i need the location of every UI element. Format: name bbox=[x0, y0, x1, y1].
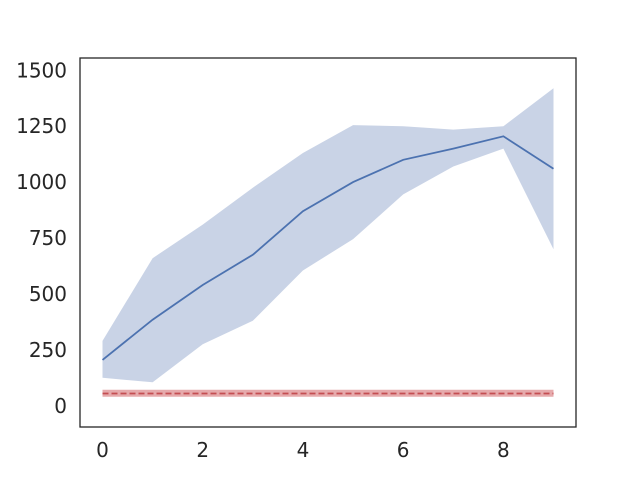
y-tick-label: 500 bbox=[29, 282, 67, 306]
confidence-bands bbox=[102, 88, 554, 397]
y-tick-label: 250 bbox=[29, 338, 67, 362]
x-tick-label: 4 bbox=[297, 438, 310, 462]
series-0-line bbox=[101, 135, 554, 361]
y-tick-label: 750 bbox=[29, 226, 67, 250]
x-tick-label: 8 bbox=[497, 438, 510, 462]
x-tick-label: 0 bbox=[96, 438, 109, 462]
y-axis-ticks: 0 250 500 750 1000 1250 1500 bbox=[16, 58, 67, 417]
series-lines bbox=[101, 135, 554, 395]
x-tick-label: 2 bbox=[196, 438, 209, 462]
y-tick-label: 1500 bbox=[16, 58, 67, 82]
plot-frame bbox=[79, 57, 577, 428]
y-tick-label: 1250 bbox=[16, 114, 67, 138]
x-axis-ticks: 0 2 4 6 8 bbox=[96, 438, 510, 462]
y-tick-label: 0 bbox=[54, 394, 67, 418]
y-tick-label: 1000 bbox=[16, 170, 67, 194]
x-tick-label: 6 bbox=[397, 438, 410, 462]
series-0-band bbox=[102, 88, 554, 383]
